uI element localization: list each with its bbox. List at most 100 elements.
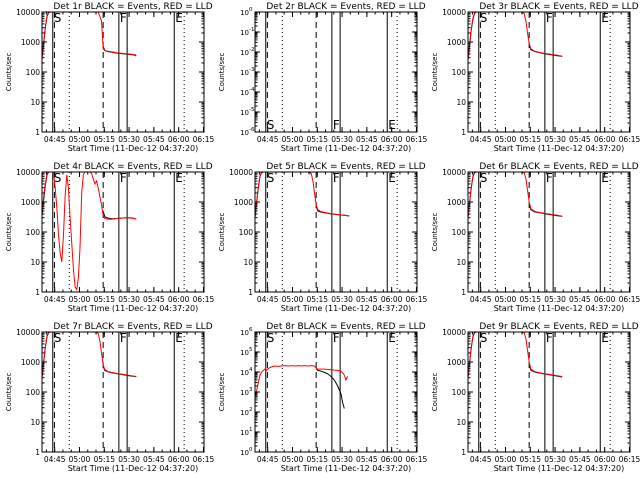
plot-frame [467, 331, 631, 453]
x-tick-label: 06:00 [381, 295, 403, 304]
x-tick-label: 05:00 [282, 455, 304, 464]
y-tick-label: 10 [240, 89, 249, 97]
y-tick-exponent: 2 [249, 407, 253, 413]
x-tick-label: 05:30 [331, 295, 353, 304]
marker-label-E: E [601, 331, 609, 345]
y-tick-label: 10 [456, 98, 466, 107]
x-tick-label: 05:45 [143, 135, 165, 144]
y-tick-label: 1000 [21, 358, 40, 367]
plot-frame [41, 331, 205, 453]
plot-frame [467, 11, 631, 133]
y-tick-label: 10 [456, 418, 466, 427]
x-tick-label: 06:15 [619, 135, 640, 144]
plot-frame [254, 171, 418, 293]
y-tick-label: 1000 [234, 198, 253, 207]
y-tick-label: 1 [248, 288, 253, 297]
x-tick-label: 04:45 [257, 455, 279, 464]
y-tick-exponent: 4 [249, 367, 253, 373]
x-tick-label: 04:45 [470, 135, 492, 144]
panel-det-6: Det 6r BLACK = Events, RED = LLD Counts/s… [431, 162, 640, 313]
x-tick-label: 05:00 [282, 135, 304, 144]
y-tick-label: 1 [35, 448, 40, 457]
y-tick-label: 10 [30, 418, 40, 427]
y-tick-label: 10 [240, 329, 249, 337]
x-tick-label: 06:15 [406, 295, 428, 304]
x-tick-label: 05:30 [331, 135, 353, 144]
y-tick-label: 10 [240, 69, 249, 77]
y-tick-exponent: -4 [249, 87, 255, 93]
panel-det-3: Det 3r BLACK = Events, RED = LLD Counts/s… [431, 2, 640, 153]
y-tick-label: 100 [452, 228, 467, 237]
x-tick-label: 04:45 [470, 295, 492, 304]
marker-label-S: S [54, 11, 62, 25]
x-tick-label: 05:30 [544, 455, 566, 464]
x-axis-title: Start Time (11-Dec-12 04:37:20) [494, 304, 625, 313]
series-lld-2 [254, 365, 349, 397]
x-axis-title: Start Time (11-Dec-12 04:37:20) [68, 304, 199, 313]
y-axis-title: Counts/sec [218, 373, 226, 412]
marker-label-S: S [480, 331, 488, 345]
marker-label-S: S [54, 331, 62, 345]
y-tick-label: 10000 [442, 8, 466, 17]
y-tick-label: 1000 [447, 38, 466, 47]
y-tick-label: 10000 [16, 328, 40, 337]
y-tick-label: 100 [239, 228, 254, 237]
y-tick-label: 1 [35, 288, 40, 297]
x-tick-label: 06:15 [193, 295, 215, 304]
x-tick-label: 05:45 [356, 135, 378, 144]
marker-label-F: F [120, 11, 127, 25]
panel-det-7: Det 7r BLACK = Events, RED = LLD Counts/s… [5, 322, 214, 473]
panel-title: Det 1r BLACK = Events, RED = LLD [53, 2, 212, 12]
x-tick-label: 05:00 [69, 135, 91, 144]
y-tick-label: 10 [240, 129, 249, 137]
marker-label-F: F [120, 331, 127, 345]
panel-title: Det 9r BLACK = Events, RED = LLD [479, 322, 638, 332]
panel-title: Det 8r BLACK = Events, RED = LLD [266, 322, 425, 332]
y-tick-exponent: -6 [249, 127, 255, 133]
panel-det-4: Det 4r BLACK = Events, RED = LLD Counts/s… [5, 162, 214, 313]
plot-frame [254, 11, 418, 133]
x-tick-label: 06:00 [594, 295, 616, 304]
series-events-1 [315, 368, 345, 409]
y-tick-exponent: -1 [249, 27, 254, 33]
marker-label-S: S [480, 11, 488, 25]
x-tick-label: 05:45 [143, 295, 165, 304]
x-tick-label: 06:15 [193, 135, 215, 144]
marker-label-E: E [175, 331, 183, 345]
y-tick-label: 100 [26, 388, 41, 397]
panel-title: Det 6r BLACK = Events, RED = LLD [479, 162, 638, 172]
marker-label-F: F [546, 331, 553, 345]
plot-frame [41, 171, 205, 293]
x-tick-label: 06:15 [193, 455, 215, 464]
y-tick-label: 1000 [447, 358, 466, 367]
marker-label-E: E [388, 118, 396, 132]
y-tick-label: 100 [26, 228, 41, 237]
x-tick-label: 05:00 [495, 295, 517, 304]
y-tick-label: 10 [30, 258, 40, 267]
panel-det-1: Det 1r BLACK = Events, RED = LLD Counts/s… [5, 2, 214, 153]
y-axis-title: Counts/sec [5, 53, 13, 92]
plot-frame [41, 11, 205, 133]
panel-det-9: Det 9r BLACK = Events, RED = LLD Counts/s… [431, 322, 640, 473]
marker-label-S: S [267, 331, 275, 345]
x-tick-label: 05:15 [306, 135, 328, 144]
x-tick-label: 05:00 [495, 455, 517, 464]
x-tick-label: 04:45 [44, 135, 66, 144]
x-axis-title: Start Time (11-Dec-12 04:37:20) [281, 304, 412, 313]
x-tick-label: 05:15 [519, 455, 541, 464]
marker-label-F: F [333, 331, 340, 345]
x-tick-label: 05:00 [69, 295, 91, 304]
marker-label-S: S [54, 171, 62, 185]
y-tick-label: 10 [240, 9, 249, 17]
x-tick-label: 05:15 [306, 455, 328, 464]
x-tick-label: 05:30 [331, 455, 353, 464]
x-tick-label: 06:00 [381, 455, 403, 464]
panel-title: Det 7r BLACK = Events, RED = LLD [53, 322, 212, 332]
y-tick-exponent: 0 [249, 447, 253, 453]
marker-label-E: E [601, 11, 609, 25]
marker-label-F: F [546, 11, 553, 25]
x-axis-title: Start Time (11-Dec-12 04:37:20) [281, 144, 412, 153]
marker-label-S: S [267, 171, 275, 185]
x-axis-title: Start Time (11-Dec-12 04:37:20) [494, 464, 625, 473]
x-axis-title: Start Time (11-Dec-12 04:37:20) [494, 144, 625, 153]
